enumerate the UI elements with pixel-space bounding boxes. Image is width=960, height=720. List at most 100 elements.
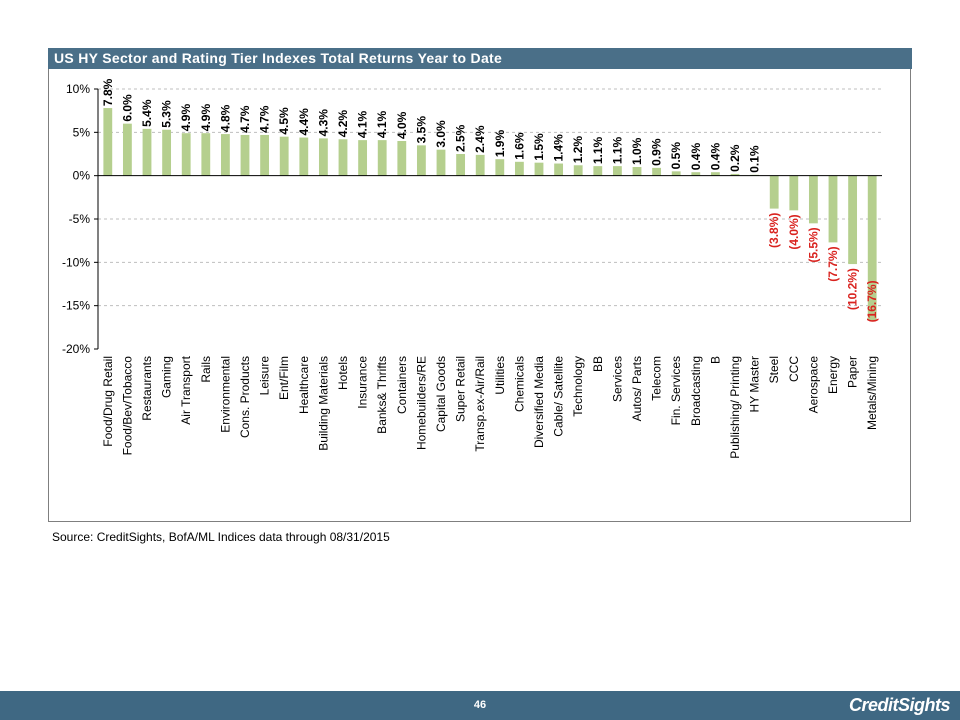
category-label: HY Master (748, 356, 762, 412)
data-label: 4.7% (238, 105, 252, 133)
chart-title: US HY Sector and Rating Tier Indexes Tot… (54, 50, 503, 66)
category-label: Rails (199, 356, 213, 383)
data-label: 5.3% (160, 100, 174, 128)
bar (475, 154, 485, 176)
source-note: Source: CreditSights, BofA/ML Indices da… (52, 530, 390, 544)
bar (730, 173, 740, 176)
bar (808, 175, 818, 224)
bar (710, 172, 720, 176)
y-tick-label: -15% (62, 299, 90, 313)
data-label: 1.5% (532, 133, 546, 161)
page-number: 46 (473, 699, 487, 711)
bar (593, 166, 603, 176)
category-label: Healthcare (297, 356, 311, 414)
category-label: Telecom (650, 356, 664, 401)
chart-frame (48, 69, 911, 522)
data-label: 1.1% (591, 136, 605, 164)
data-label: 4.7% (258, 105, 272, 133)
data-label: 4.9% (179, 104, 193, 132)
bar (652, 167, 662, 176)
bar (142, 128, 152, 176)
category-label: Aerospace (806, 356, 820, 414)
data-label: (10.2%) (846, 268, 860, 310)
category-label: Air Transport (179, 355, 193, 424)
bar (162, 129, 172, 176)
data-label: 0.1% (748, 145, 762, 173)
data-label: 4.1% (375, 110, 389, 138)
category-label: Super Retail (454, 356, 468, 422)
category-label: Homebuilders/RE (414, 356, 428, 450)
y-tick-label: -20% (62, 342, 90, 356)
chart-header-bar: US HY Sector and Rating Tier Indexes Tot… (48, 48, 912, 69)
data-label: 0.4% (708, 143, 722, 171)
data-label: 4.0% (395, 111, 409, 139)
data-label: 2.4% (473, 125, 487, 153)
category-label: Gaming (160, 356, 174, 398)
bar (691, 172, 701, 176)
data-label: 1.2% (571, 136, 585, 164)
category-label: Cable/ Satellite (552, 356, 566, 437)
category-label: BB (591, 356, 605, 372)
data-label: (5.5%) (806, 227, 820, 262)
data-label: 0.2% (728, 144, 742, 172)
bar (181, 133, 191, 176)
bar (260, 134, 270, 176)
category-label: Transp.ex-Air/Rail (473, 356, 487, 452)
category-label: Containers (395, 356, 409, 414)
data-label: 3.5% (414, 116, 428, 144)
data-label: 1.9% (493, 130, 507, 158)
bar (436, 149, 446, 176)
category-label: Diversified Media (532, 356, 546, 448)
data-label: 4.4% (297, 108, 311, 136)
bar (416, 145, 426, 176)
data-label: 4.8% (218, 104, 232, 132)
bar (318, 138, 328, 176)
bar (632, 167, 642, 176)
category-label: Banks& Thrifts (375, 356, 389, 434)
category-label: Insurance (356, 356, 370, 409)
category-label: Capital Goods (434, 356, 448, 432)
data-label: 0.4% (689, 143, 703, 171)
bar (358, 140, 368, 176)
y-tick-label: -10% (62, 255, 90, 269)
bar (279, 136, 289, 176)
data-label: 4.3% (316, 109, 330, 137)
bar (534, 162, 544, 176)
category-label: Autos/ Parts (630, 356, 644, 421)
data-label: 0.9% (650, 138, 664, 166)
bar (338, 139, 348, 176)
data-label: 1.4% (552, 134, 566, 162)
data-label: (4.0%) (787, 214, 801, 249)
y-tick-label: -5% (69, 212, 91, 226)
data-label: 1.1% (610, 136, 624, 164)
bar (789, 175, 799, 211)
category-label: Technology (571, 356, 585, 417)
category-label: Food/Bev/Tobacco (120, 356, 134, 456)
bar (514, 161, 524, 176)
category-label: B (708, 356, 722, 364)
category-label: Leisure (258, 356, 272, 396)
data-label: 3.0% (434, 120, 448, 148)
bar (573, 165, 583, 176)
bar (769, 175, 779, 209)
data-label: (3.8%) (767, 213, 781, 248)
category-label: Building Materials (316, 356, 330, 451)
bar (201, 133, 211, 176)
category-label: Services (610, 356, 624, 402)
category-label: Chemicals (512, 356, 526, 412)
bar (103, 108, 113, 176)
data-label: 4.2% (336, 110, 350, 138)
bar (240, 134, 250, 176)
data-label: (7.7%) (826, 246, 840, 281)
category-label: Steel (767, 356, 781, 383)
category-label: Restaurants (140, 356, 154, 421)
category-label: Paper (846, 356, 860, 388)
bar (867, 175, 877, 321)
y-tick-label: 10% (66, 82, 90, 96)
category-label: Fin. Services (669, 356, 683, 425)
data-label: 1.0% (630, 137, 644, 165)
bar (671, 171, 681, 176)
bar (122, 123, 132, 176)
y-tick-label: 5% (73, 125, 91, 139)
